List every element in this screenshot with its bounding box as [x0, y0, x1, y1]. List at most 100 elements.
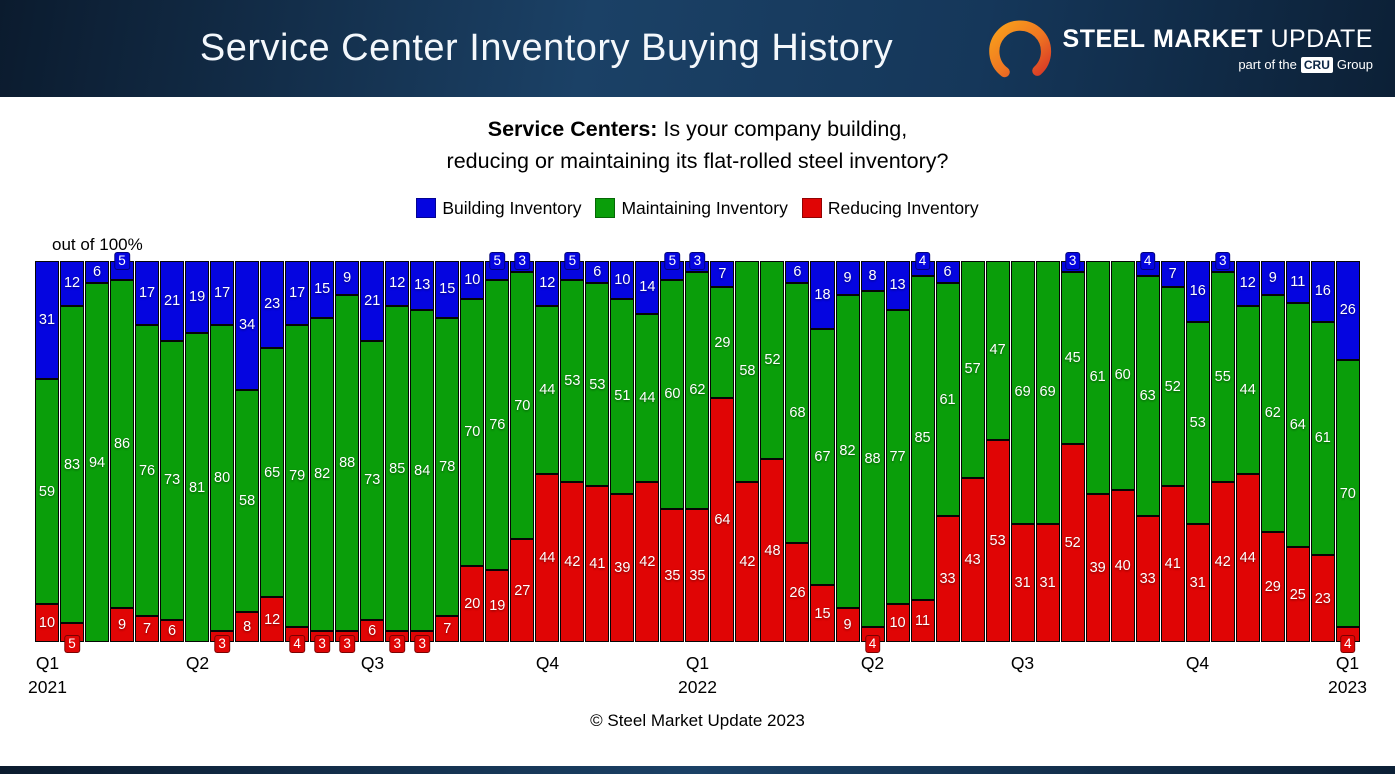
segment-value-label: 12 [264, 611, 281, 628]
bar-segment-maintaining: 86 [110, 279, 135, 609]
bar-segment-maintaining: 58 [735, 260, 760, 483]
segment-value-label: 10 [464, 271, 481, 288]
segment-value-label: 44 [1239, 382, 1256, 399]
bar: 4 85 11 [910, 251, 935, 643]
bar: 12 85 3 [385, 260, 410, 654]
legend-label-reducing: Reducing Inventory [827, 197, 979, 218]
segment-value-label: 70 [1339, 485, 1356, 502]
bar-segment-reducing: 23 [1310, 554, 1335, 643]
segment-value-label: 88 [864, 451, 881, 468]
segment-value-label: 17 [138, 284, 156, 301]
bar: 16 53 31 [1185, 260, 1210, 643]
segment-value-label: 57 [964, 361, 981, 378]
bar-segment-building: 15 [435, 260, 460, 318]
bar: 21 73 6 [160, 260, 185, 643]
logo-word-steel: STEEL [1062, 24, 1146, 53]
bar-segment-reducing: 6 [160, 619, 185, 643]
segment-value-label: 12 [539, 275, 556, 292]
segment-value-label: 9 [118, 617, 127, 634]
segment-value-label: 12 [389, 275, 406, 292]
bar-segment-building: 6 [935, 260, 960, 284]
bar-segment-reducing: 39 [1085, 493, 1110, 643]
segment-value-label: 39 [1089, 560, 1106, 576]
segment-value-label: 42 [639, 554, 656, 571]
segment-value-label: 7 [1168, 265, 1177, 282]
x-tick: Q2 [860, 652, 885, 673]
bar: 60 40 [1110, 260, 1135, 643]
bar-segment-maintaining: 85 [910, 275, 935, 601]
bar-segment-maintaining: 64 [1285, 302, 1310, 547]
bar-segment-reducing: 4 [285, 627, 310, 654]
segment-value-label: 34 [239, 317, 256, 334]
bar-segment-building: 19 [185, 260, 210, 334]
segment-value-label: 6 [593, 263, 602, 280]
bar: 47 53 [985, 260, 1010, 643]
bar-segment-reducing: 31 [1035, 524, 1060, 643]
segment-value-label: 53 [989, 533, 1006, 550]
bar-segment-maintaining: 84 [410, 310, 435, 632]
bar-segment-maintaining: 67 [810, 329, 835, 586]
segment-value-label: 5 [64, 635, 80, 654]
survey-question: Service Centers: Is your company buildin… [0, 113, 1395, 178]
segment-value-label: 9 [343, 269, 352, 286]
segment-value-label: 35 [689, 567, 706, 584]
segment-value-label: 76 [489, 416, 506, 433]
segment-value-label: 94 [88, 454, 106, 471]
segment-value-label: 8 [243, 619, 252, 636]
segment-value-label: 15 [814, 605, 831, 622]
segment-value-label: 85 [914, 430, 931, 447]
segment-value-label: 61 [1314, 430, 1331, 447]
smu-logo: STEEL MARKET UPDATE part of the CRU Grou… [988, 15, 1395, 83]
bar-segment-reducing: 41 [585, 485, 610, 643]
segment-value-label: 51 [614, 388, 631, 405]
segment-value-label: 7 [143, 621, 152, 638]
segment-value-label: 39 [614, 559, 631, 576]
segment-value-label: 53 [564, 372, 581, 389]
segment-value-label: 62 [689, 382, 706, 399]
bar-segment-building: 12 [1235, 260, 1260, 307]
segment-value-label: 15 [439, 281, 456, 298]
bar-segment-maintaining: 80 [210, 325, 235, 632]
bar-segment-reducing: 53 [985, 440, 1010, 643]
bar-segment-reducing: 12 [260, 596, 285, 643]
bar: 14 44 42 [635, 260, 660, 643]
bar: 21 73 6 [360, 260, 385, 643]
bar-segment-maintaining: 47 [985, 260, 1010, 441]
bar: 13 77 10 [885, 260, 910, 643]
segment-value-label: 18 [814, 286, 831, 303]
segment-value-label: 17 [214, 284, 231, 301]
segment-value-label: 48 [764, 542, 781, 559]
bar-segment-building: 8 [860, 260, 885, 292]
bar-segment-reducing: 3 [335, 631, 360, 654]
segment-value-label: 33 [1139, 571, 1156, 588]
bar-segment-maintaining: 70 [510, 271, 535, 540]
segment-value-label: 3 [1064, 251, 1081, 270]
bar: 12 44 44 [1235, 260, 1260, 643]
bar-segment-maintaining: 65 [260, 348, 285, 597]
bar-segment-building: 13 [410, 260, 435, 311]
segment-value-label: 23 [264, 296, 281, 313]
bottom-strip [0, 766, 1395, 774]
bars-area: 31 59 10 12 83 5 6 94 5 86 9 17 76 7 21 73 6 19 81 17 80 3 34 5… [35, 251, 1360, 654]
bar-segment-reducing: 35 [660, 508, 685, 643]
legend-item-building: Building Inventory [416, 198, 581, 219]
segment-value-label: 42 [564, 554, 581, 571]
segment-value-label: 80 [214, 470, 231, 487]
segment-value-label: 44 [639, 390, 656, 406]
copyright-text: © Steel Market Update 2023 [590, 710, 805, 730]
segment-value-label: 31 [1039, 575, 1056, 592]
bar-segment-maintaining: 63 [1135, 275, 1160, 517]
chart-legend: Building Inventory Maintaining Inventory… [0, 198, 1395, 219]
bar: 10 70 20 [460, 260, 485, 643]
segment-value-label: 77 [889, 449, 906, 466]
bar-segment-maintaining: 44 [535, 306, 560, 475]
bar-segment-reducing: 6 [360, 619, 385, 643]
bar-segment-building: 10 [610, 260, 635, 299]
segment-value-label: 85 [389, 460, 406, 477]
segment-value-label: 69 [1014, 384, 1031, 401]
bar: 16 61 23 [1310, 260, 1335, 643]
bar: 9 62 29 [1260, 260, 1285, 643]
segment-value-label: 12 [63, 275, 81, 292]
bar: 3 62 35 [685, 251, 710, 643]
bar-segment-building: 13 [885, 260, 910, 311]
